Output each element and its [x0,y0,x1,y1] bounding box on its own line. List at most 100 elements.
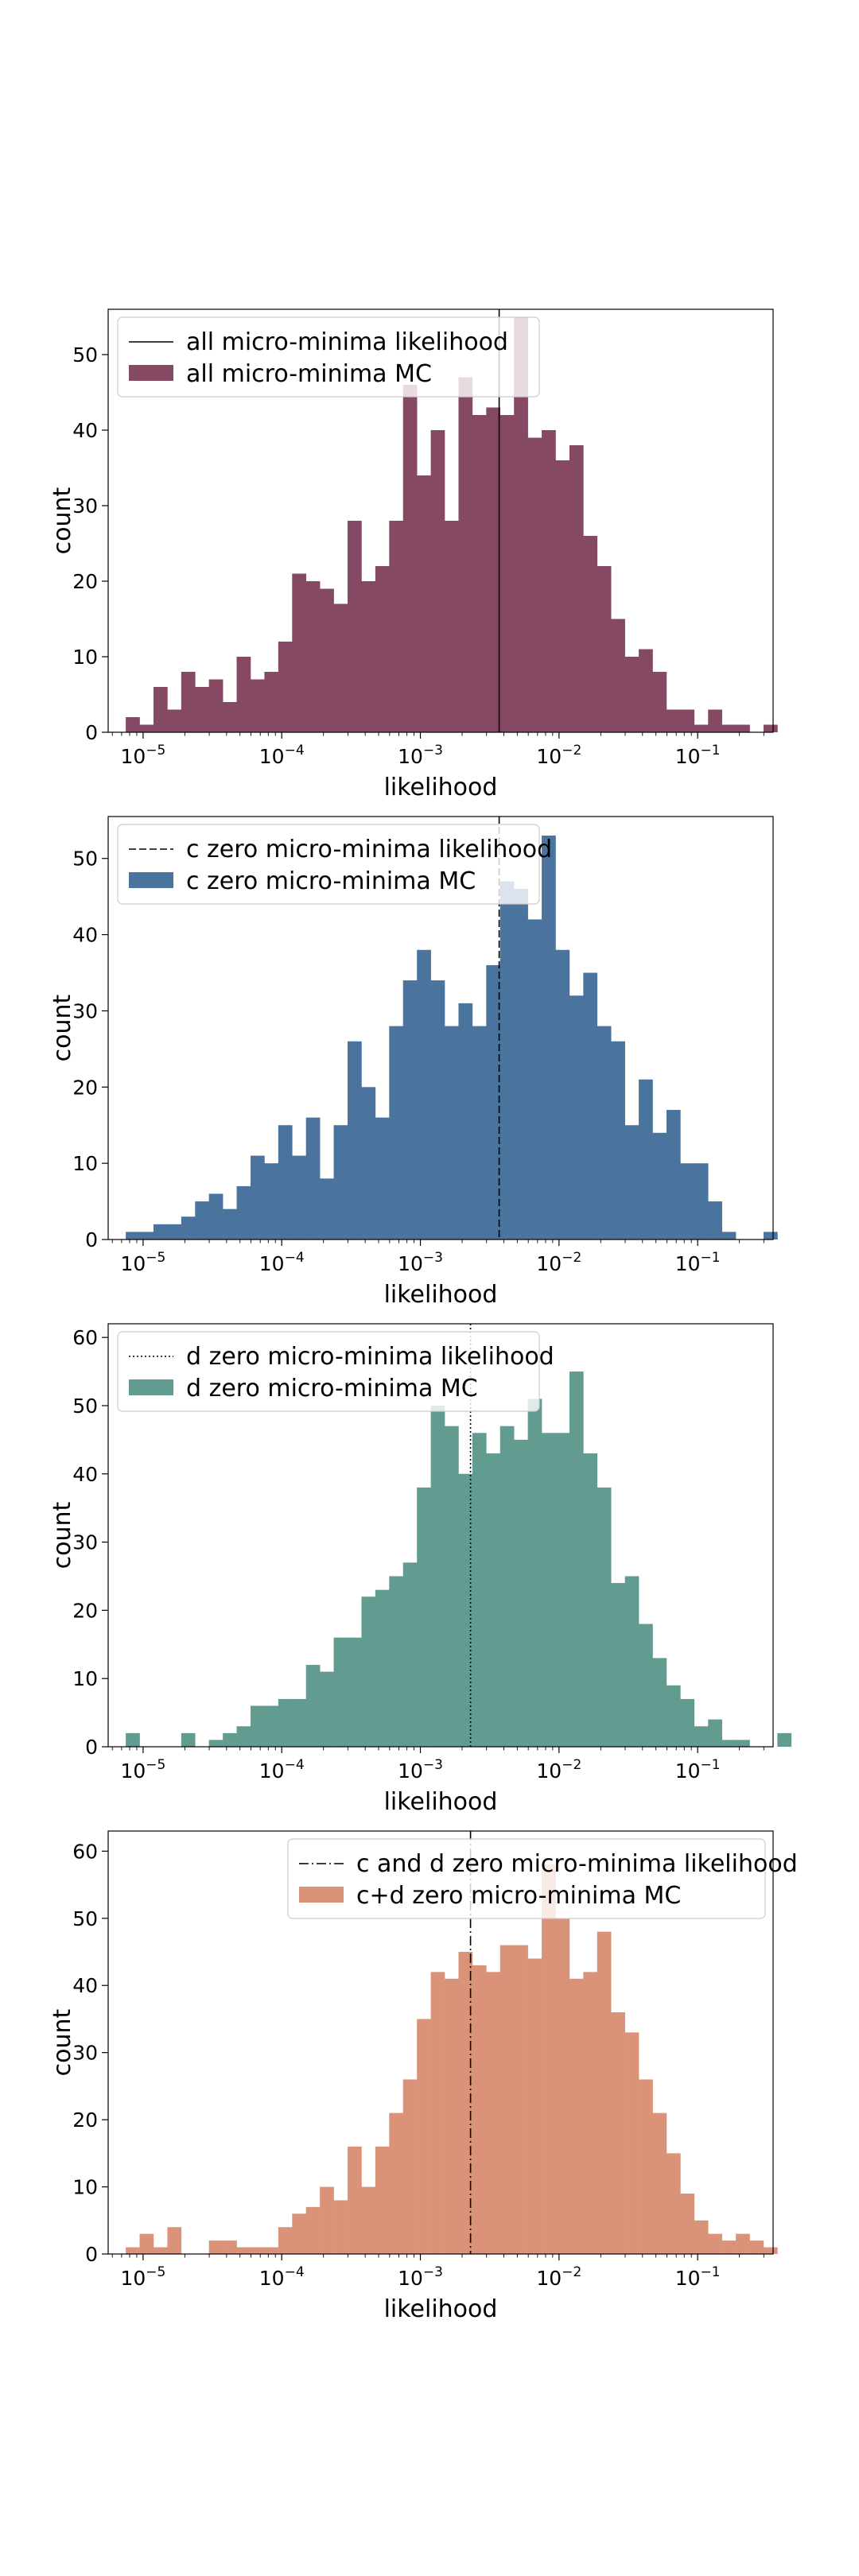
histogram-bar [250,679,265,732]
histogram-bar [763,724,778,732]
histogram-bar [278,1125,293,1240]
histogram-bar [417,2019,431,2254]
histogram-bar [639,2079,653,2254]
y-tick-label: 0 [85,1736,98,1759]
histogram-bar [264,2247,279,2254]
histogram-bar [305,2206,321,2254]
histogram-bar [721,724,737,732]
histogram-bar [153,1224,168,1240]
y-tick-label: 20 [72,2109,98,2132]
histogram-bar [583,1453,598,1747]
x-tick-label: 10−1 [675,2264,721,2290]
histogram-bar [777,1732,792,1747]
histogram-bar [375,566,390,732]
histogram-bar [389,2112,404,2254]
x-tick-label: 10−5 [120,743,165,768]
histogram-bar [167,1224,182,1240]
histogram-bar [278,2227,293,2254]
histogram-bar [542,1864,556,2254]
y-tick-label: 0 [85,1228,98,1251]
histogram-bar [361,2186,376,2254]
y-tick-label: 50 [72,1907,98,1930]
histogram-bar [583,972,598,1240]
histogram-bars [126,1864,778,2254]
histogram-bar [278,1698,293,1747]
histogram-panel-4: 0 10 20 30 40 50 60 10−5 10−4 10−3 10−2 10−1 likelih… [49,1830,798,2323]
y-tick-label: 10 [72,1667,98,1690]
x-axis-label: likelihood [384,774,498,801]
histogram-bar [320,1178,334,1240]
y-tick-label: 50 [72,1395,98,1418]
histogram-bar [458,1473,473,1747]
histogram-bar [527,1399,542,1747]
y-tick-label: 20 [72,1599,98,1622]
histogram-bar [486,1972,501,2254]
histogram-panel-1: 0 10 20 30 40 50 10−5 10−4 10−3 10−2 10−1 likelihoo… [49,308,778,801]
legend-bar-swatch [299,1887,344,1903]
histogram-bar [250,2247,265,2254]
histogram-bar [583,536,598,732]
legend-box [117,824,540,905]
histogram-bar [361,1087,376,1240]
histogram-bar [195,1201,209,1240]
histogram-bar [445,1026,459,1240]
x-tick-label: 10−5 [120,1250,165,1275]
histogram-panel-2: 0 10 20 30 40 50 10−5 10−4 10−3 10−2 10−1 likelihoo… [49,816,778,1309]
histogram-bar [652,2112,667,2254]
histogram-bar [472,1026,487,1240]
histogram-bar [417,475,431,732]
histogram-bar [652,1658,667,1747]
histogram-bar [236,2247,251,2254]
x-tick-label: 10−3 [398,1250,443,1275]
histogram-bar [195,687,209,732]
histogram-bar [375,2146,390,2254]
histogram-bar [181,1216,196,1240]
histogram-bar [708,2233,722,2254]
histogram-bar [430,1405,445,1747]
y-tick-label: 30 [72,2042,98,2065]
histogram-bar [555,1918,570,2254]
histogram-bar [445,1426,459,1747]
histogram-bar [208,679,223,732]
y-tick-label: 20 [72,1076,98,1099]
legend-label-line: c and d zero micro-minima likelihood [356,1850,798,1878]
histogram-bar [624,1576,639,1747]
histogram-bar [666,709,681,732]
legend-label-line: all micro-minima likelihood [186,328,508,356]
x-tick-label: 10−1 [675,1757,721,1783]
histogram-bar [499,415,515,732]
histogram-bar [445,521,459,732]
histogram-bar [472,1965,487,2254]
legend: all micro-minima likelihood all micro-min… [117,316,540,398]
y-tick-label: 60 [72,1326,98,1349]
histogram-bar [527,437,542,732]
histogram-bar [264,672,279,732]
histogram-bar [721,1232,737,1240]
histogram-bar [458,1003,473,1240]
y-tick-label: 30 [72,1531,98,1554]
histogram-bar [430,1972,445,2254]
histogram-bar [389,1026,404,1240]
y-tick-label: 20 [72,570,98,593]
histogram-bar [153,2247,168,2254]
histogram-bar [375,1117,390,1240]
histogram-bar [236,657,251,732]
histogram-bar [611,619,625,732]
histogram-bar [514,316,528,732]
histogram-bar [527,919,542,1240]
histogram-bar [514,889,528,1240]
y-tick-label: 30 [72,999,98,1022]
histogram-bar [639,1079,653,1240]
histogram-bar [542,1433,556,1747]
histogram-bar [555,460,570,732]
histogram-bar [666,2153,681,2254]
histogram-bar [402,1562,418,1747]
histogram-bar [208,1193,223,1240]
histogram-bar [514,1439,528,1747]
histogram-bar [305,1665,321,1747]
histogram-bar [708,1719,722,1747]
histogram-bar [708,709,722,732]
histogram-bar [292,573,307,732]
histogram-bar [611,2012,625,2254]
